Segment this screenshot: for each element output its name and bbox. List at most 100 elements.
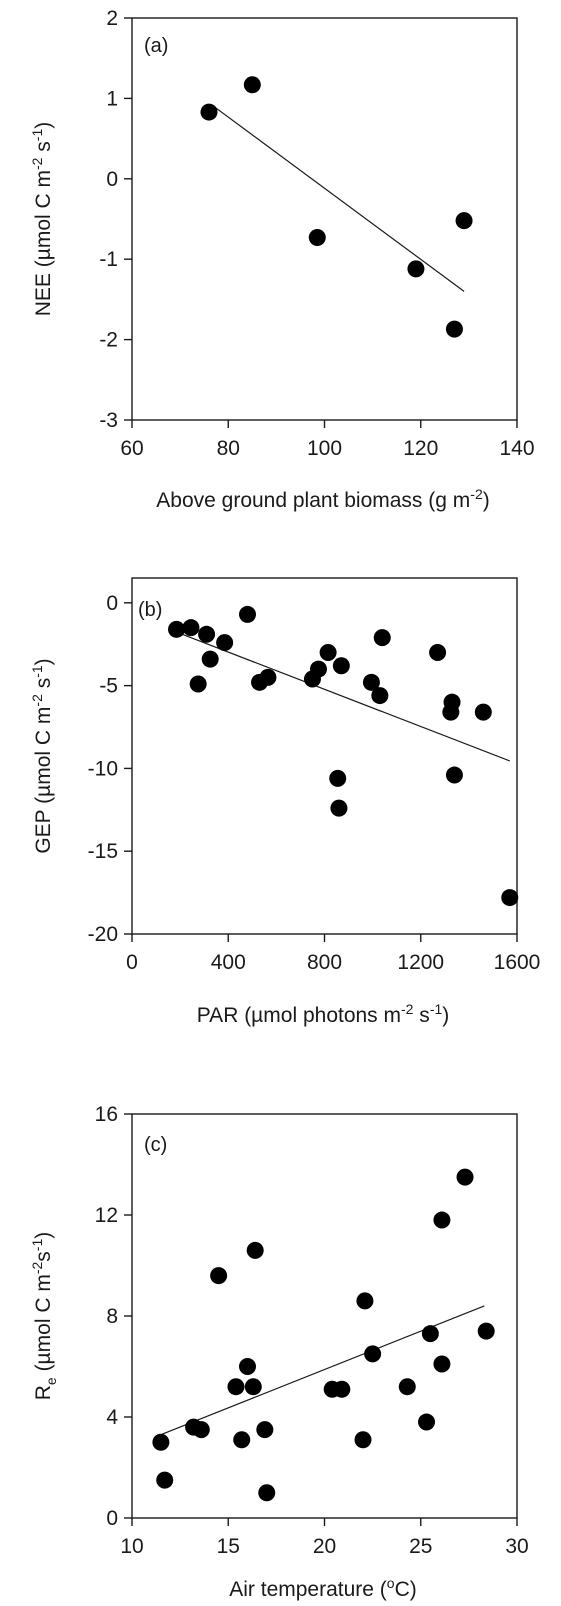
data-point — [244, 1378, 262, 1396]
data-point — [418, 1413, 436, 1431]
y-tick-label: -2 — [99, 329, 118, 352]
x-tick-label: 10 — [120, 1535, 143, 1558]
panel-label: (b) — [138, 599, 162, 621]
data-point — [156, 1471, 174, 1489]
x-tick-label: 80 — [217, 437, 240, 460]
x-tick-label: 30 — [505, 1535, 528, 1558]
data-point — [501, 889, 519, 907]
x-tick-label: 25 — [409, 1535, 432, 1558]
data-point — [210, 1267, 228, 1285]
x-tick-label: 400 — [211, 951, 246, 974]
data-point — [239, 1358, 256, 1375]
y-tick-label: 1 — [106, 87, 118, 110]
y-tick-label: -1 — [99, 248, 118, 271]
y-tick-label: 8 — [106, 1305, 118, 1328]
tick-marks — [124, 17, 518, 428]
data-point — [168, 620, 186, 638]
y-tick-label: 4 — [106, 1406, 118, 1429]
x-tick-labels: 60 80 100 120 140 — [120, 437, 534, 460]
data-point — [421, 1325, 439, 1343]
x-tick-label: 0 — [126, 951, 138, 974]
data-point — [330, 799, 348, 817]
panel-label: (a) — [144, 35, 168, 57]
data-point — [333, 1380, 351, 1398]
x-tick-label: 140 — [499, 437, 534, 460]
y-tick-labels: -3 -2 -1 0 1 2 — [99, 7, 118, 432]
fit-line — [213, 105, 465, 292]
x-axis-label: Air temperature (oC) — [229, 1575, 417, 1601]
data-point — [443, 693, 461, 711]
y-tick-label: 12 — [95, 1204, 118, 1227]
x-tick-label: 100 — [307, 437, 342, 460]
y-tick-label: 2 — [106, 7, 118, 30]
data-point — [308, 228, 326, 246]
data-point — [309, 660, 327, 678]
data-point — [246, 1241, 264, 1259]
data-point — [329, 769, 347, 787]
data-point — [243, 76, 261, 94]
data-point — [256, 1421, 274, 1439]
y-axis-label: GEP (µmol C m-2 s-1) — [29, 658, 55, 853]
data-point — [364, 1345, 382, 1363]
data-point — [182, 619, 200, 637]
data-point — [189, 675, 207, 693]
data-point — [152, 1433, 170, 1451]
data-point — [216, 634, 234, 652]
data-point — [456, 1168, 474, 1186]
data-point — [332, 657, 350, 675]
x-tick-label: 1600 — [494, 951, 541, 974]
data-points — [168, 605, 519, 907]
data-point — [433, 1211, 451, 1229]
x-tick-label: 20 — [313, 1535, 336, 1558]
data-point — [373, 629, 391, 647]
data-point — [233, 1431, 251, 1449]
y-tick-labels: -20 -15 -10 -5 0 — [88, 592, 118, 946]
data-point — [362, 673, 380, 691]
x-tick-label: 60 — [120, 437, 143, 460]
data-point — [201, 650, 219, 668]
data-point — [319, 644, 337, 662]
x-tick-labels: 10 15 20 25 30 — [120, 1535, 528, 1558]
y-tick-label: -10 — [88, 757, 118, 780]
x-tick-label: 120 — [403, 437, 438, 460]
data-point — [429, 644, 447, 662]
data-point — [398, 1378, 416, 1396]
y-tick-label: 0 — [106, 168, 118, 191]
x-tick-label: 800 — [307, 951, 342, 974]
y-tick-label: -15 — [88, 840, 118, 863]
y-tick-label: 16 — [95, 1103, 118, 1126]
y-tick-label: -5 — [99, 675, 118, 698]
regression-line — [160, 1305, 485, 1436]
x-axis-label: Above ground plant biomass (g m-2) — [156, 486, 489, 512]
x-axis-label: PAR (µmol photons m-2 s-1) — [197, 1001, 450, 1027]
x-tick-label: 15 — [217, 1535, 240, 1558]
data-point — [477, 1322, 495, 1340]
data-point — [407, 260, 425, 278]
data-point — [445, 766, 463, 784]
data-point — [356, 1292, 374, 1310]
data-point — [259, 668, 277, 686]
fit-line — [160, 1305, 485, 1436]
regression-line — [179, 632, 510, 762]
y-tick-label: -20 — [88, 923, 118, 946]
y-tick-label: 0 — [106, 592, 118, 615]
data-point — [455, 212, 473, 230]
data-point — [192, 1421, 210, 1439]
panel-a: 60 80 100 120 140 -3 -2 -1 0 1 2 (a) Above ground… — [29, 7, 535, 512]
x-tick-label: 1200 — [397, 951, 444, 974]
regression-line — [213, 105, 465, 292]
y-tick-labels: 0 4 8 12 16 — [95, 1103, 119, 1530]
data-point — [474, 703, 492, 721]
tick-marks — [124, 602, 518, 942]
fit-line — [179, 632, 510, 762]
data-point — [371, 687, 389, 705]
y-tick-label: 0 — [106, 1507, 118, 1530]
data-point — [200, 103, 218, 121]
data-point — [227, 1378, 245, 1396]
panel-b: 0 400 800 1200 1600 -20 -15 -10 -5 0 (b) PAR (µm… — [29, 577, 541, 1027]
data-points — [152, 1168, 495, 1502]
data-point — [258, 1484, 276, 1502]
data-point — [354, 1431, 372, 1449]
y-tick-label: -3 — [99, 409, 118, 432]
